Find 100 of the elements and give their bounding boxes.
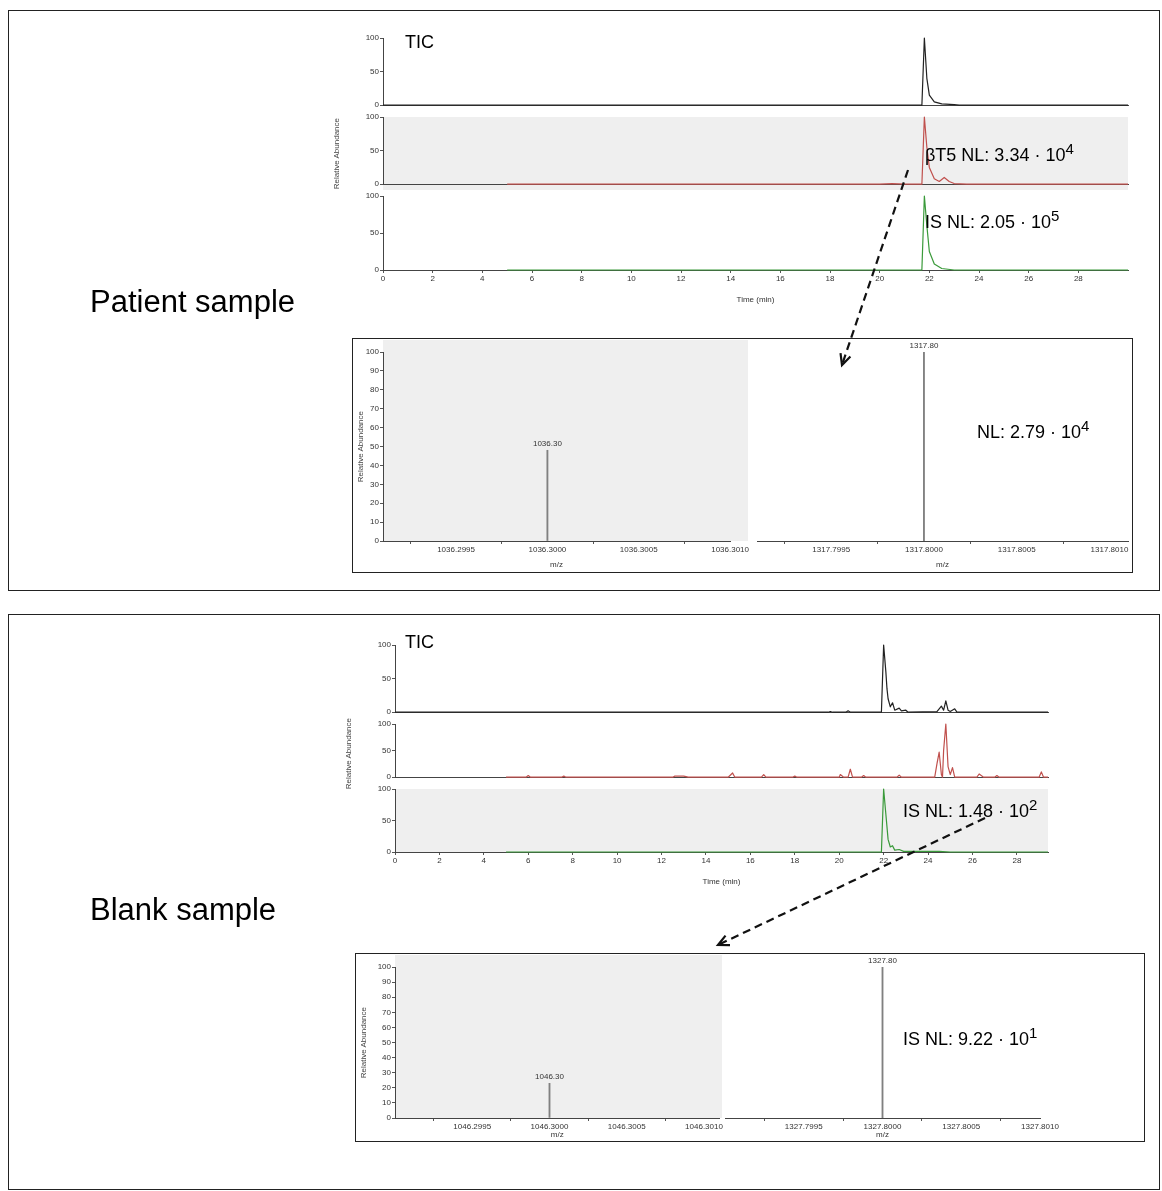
x-tick-label: 16 (775, 274, 786, 283)
annotation: IS NL: 9.22 · 10$^{1}$ (903, 1023, 1038, 1051)
x-tick-label: 22 (924, 274, 935, 283)
y-axis-title: Relative Abundance (355, 410, 365, 483)
y-tick-label: 0 (386, 847, 392, 857)
x-tick-label: 18 (825, 274, 835, 283)
y-tick-label: 20 (370, 498, 380, 508)
y-tick-label: 0 (374, 100, 380, 110)
y-axis-title: Relative Abundance (358, 1006, 368, 1079)
y-tick-label: 90 (370, 366, 380, 376)
y-axis-title: Relative Abundance (343, 717, 353, 790)
annotation: TIC (405, 631, 434, 654)
y-tick-label: 0 (386, 1113, 392, 1123)
y-axis-title: Relative Abundance (331, 117, 341, 190)
x-tick-label: 1327.8005 (942, 1122, 981, 1131)
x-tick-label: 16 (745, 856, 756, 865)
x-tick-label: 6 (526, 856, 532, 865)
x-tick-label: 1327.8000 (863, 1122, 902, 1131)
x-axis-title: m/z (550, 1130, 564, 1140)
y-tick-label: 40 (382, 1052, 392, 1062)
annotation: 1046.30 (535, 1072, 565, 1082)
x-tick-label: 1046.3010 (685, 1122, 724, 1131)
x-tick-label: 8 (579, 274, 585, 283)
y-tick-label: 80 (370, 385, 380, 394)
y-tick-label: 100 (377, 962, 392, 972)
text: Blank sample (90, 891, 277, 929)
annotation: βT5 NL: 3.34 · 10$^{4}$ (925, 139, 1074, 167)
y-tick-label: 70 (370, 403, 380, 413)
y-tick-label: 100 (377, 784, 392, 794)
x-tick-label: 24 (974, 274, 984, 283)
annotation: NL: 2.79 · 10$^{4}$ (977, 416, 1090, 444)
y-tick-label: 100 (377, 640, 392, 650)
x-tick-label: 28 (1012, 856, 1022, 865)
y-tick-label: 100 (365, 112, 380, 122)
y-tick-label: 0 (386, 772, 392, 782)
y-tick-label: 0 (374, 265, 380, 275)
y-tick-label: 60 (382, 1022, 392, 1032)
y-tick-label: 80 (382, 992, 392, 1002)
x-axis-title: m/z (876, 1130, 889, 1140)
y-tick-label: 90 (382, 977, 392, 987)
x-tick-label: 20 (875, 274, 885, 283)
y-tick-label: 0 (386, 707, 392, 717)
y-tick-label: 30 (382, 1067, 392, 1077)
x-tick-label: 6 (529, 274, 535, 283)
x-axis-title: m/z (550, 560, 563, 570)
text: Patient sample (90, 283, 296, 321)
y-tick-label: 50 (382, 815, 392, 825)
x-tick-label: 0 (392, 856, 398, 865)
x-tick-label: 1327.8010 (1021, 1122, 1060, 1131)
x-axis-title: m/z (936, 560, 949, 570)
x-tick-label: 12 (676, 274, 686, 283)
y-tick-label: 100 (365, 191, 380, 201)
y-tick-label: 100 (377, 719, 392, 729)
y-tick-label: 100 (365, 33, 380, 43)
y-tick-label: 0 (374, 179, 380, 189)
y-tick-label: 10 (382, 1098, 392, 1108)
x-axis-title: Time (min) (736, 295, 775, 305)
x-tick-label: 1036.3010 (711, 545, 750, 554)
annotation: TIC (405, 31, 434, 54)
x-tick-label: 2 (430, 274, 436, 283)
x-tick-label: 14 (701, 856, 711, 865)
annotation: 1317.80 (909, 341, 939, 351)
y-tick-label: 70 (382, 1007, 392, 1017)
annotation: IS NL: 2.05 · 10$^{5}$ (925, 206, 1060, 234)
x-tick-label: 1036.2995 (437, 545, 476, 554)
x-tick-label: 1036.3000 (528, 545, 567, 554)
y-tick-label: 100 (365, 347, 380, 357)
x-tick-label: 1317.8005 (997, 545, 1037, 554)
y-tick-label: 50 (382, 745, 392, 755)
y-tick-label: 50 (370, 66, 380, 76)
x-tick-label: 10 (626, 274, 637, 283)
x-axis-title: Time (min) (702, 877, 741, 887)
y-tick-label: 0 (374, 536, 380, 546)
x-tick-label: 18 (790, 856, 800, 865)
x-tick-label: 10 (612, 856, 623, 865)
y-tick-label: 30 (370, 479, 380, 489)
y-tick-label: 50 (382, 1037, 392, 1047)
x-tick-label: 1046.3000 (530, 1122, 569, 1131)
y-tick-label: 20 (382, 1083, 392, 1092)
x-tick-label: 1036.3005 (619, 545, 659, 554)
x-tick-label: 8 (570, 856, 576, 865)
x-tick-label: 1317.8000 (905, 545, 944, 554)
annotation: 1327.80 (868, 956, 898, 966)
x-tick-label: 26 (968, 856, 978, 865)
x-tick-label: 24 (923, 856, 934, 865)
y-tick-label: 50 (370, 145, 380, 155)
x-tick-label: 4 (480, 274, 486, 283)
x-tick-label: 1046.2995 (453, 1122, 492, 1131)
x-tick-label: 12 (657, 856, 667, 865)
x-tick-label: 14 (726, 274, 736, 283)
x-tick-label: 2 (437, 856, 443, 865)
annotation: 1036.30 (532, 439, 563, 449)
annotation: IS NL: 1.48 · 10$^{2}$ (903, 795, 1038, 823)
x-tick-label: 26 (1024, 274, 1034, 283)
y-tick-label: 60 (370, 422, 380, 432)
x-tick-label: 20 (834, 856, 845, 865)
y-tick-label: 50 (382, 673, 392, 683)
y-tick-label: 50 (370, 228, 380, 238)
x-tick-label: 1327.7995 (784, 1122, 824, 1131)
y-tick-label: 50 (370, 441, 380, 451)
